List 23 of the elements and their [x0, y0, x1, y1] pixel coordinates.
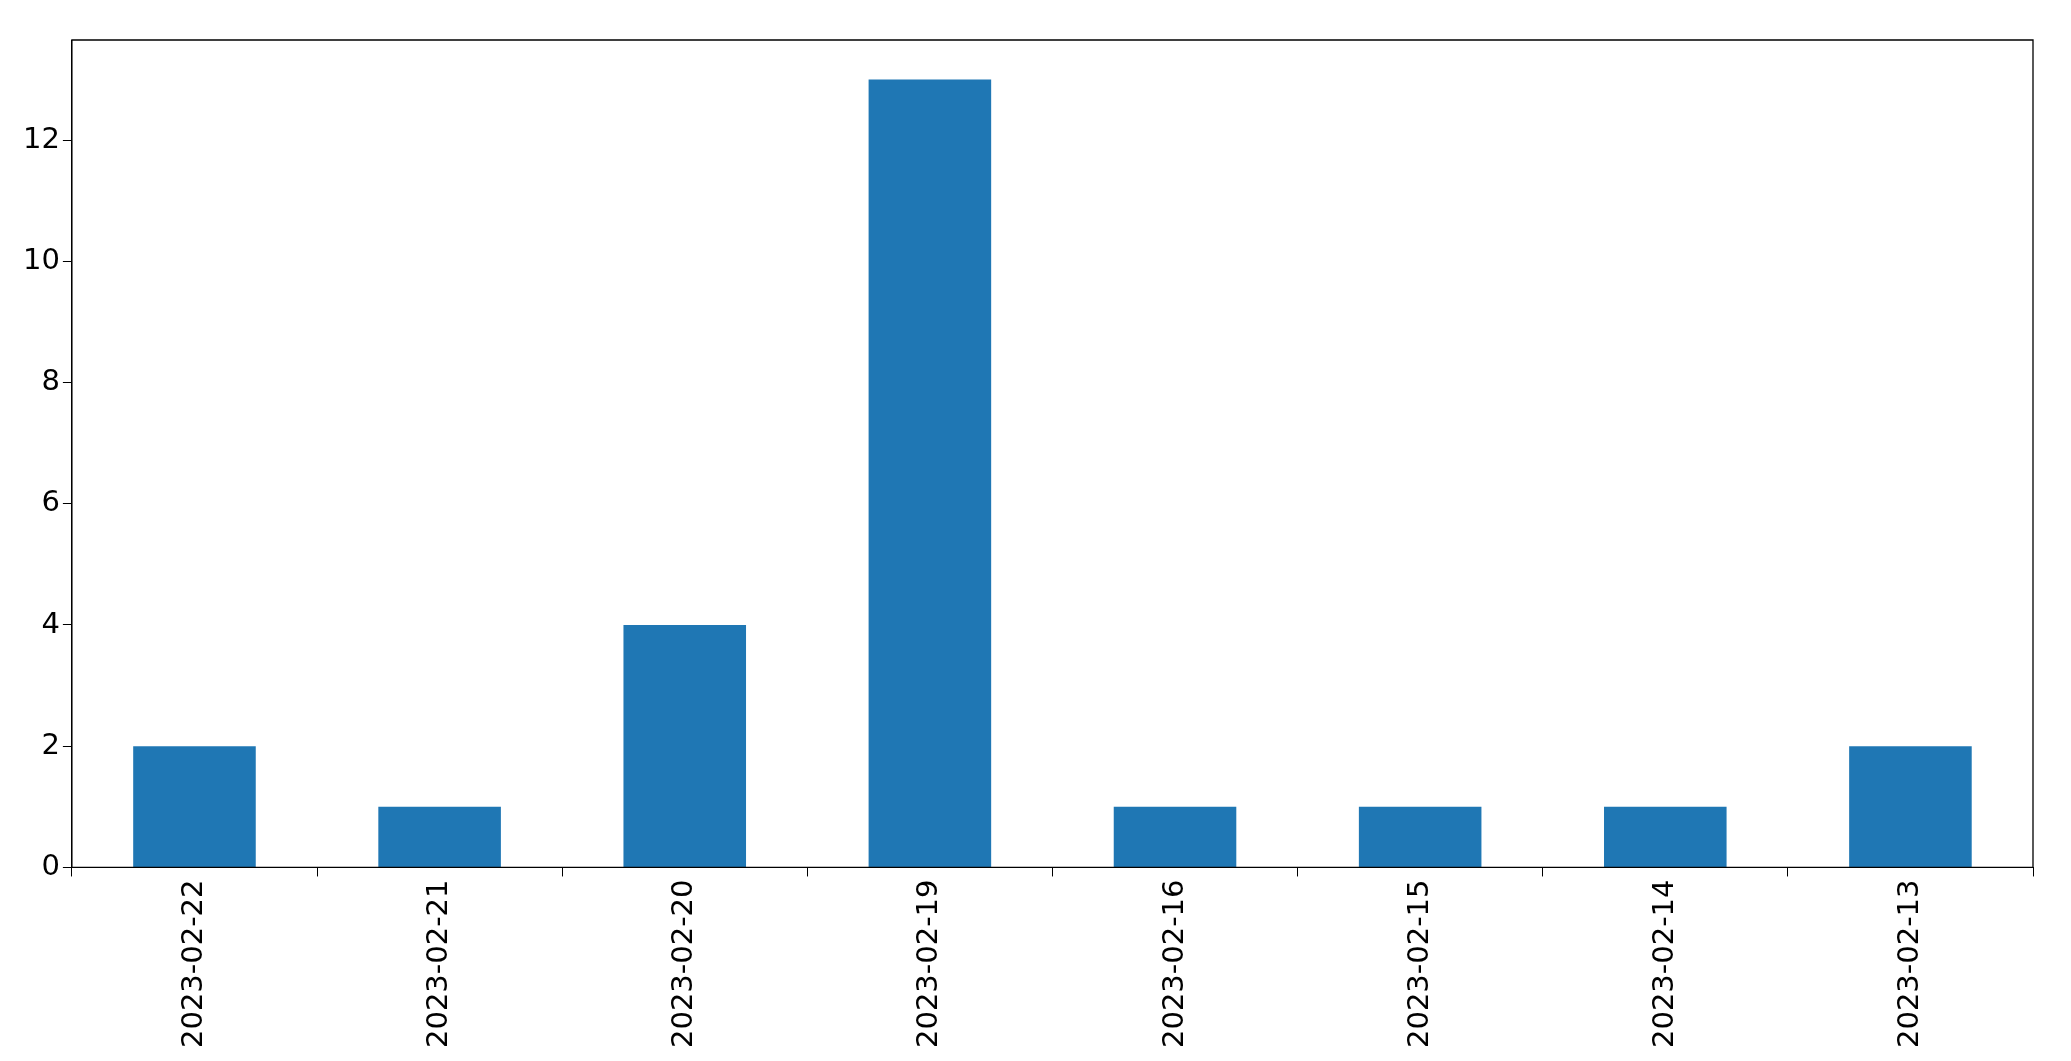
x-tick-label: 2023-02-14: [1645, 879, 1680, 1049]
y-tick-label: 10: [23, 241, 60, 276]
x-tick-label: 2023-02-22: [175, 879, 209, 1049]
bar: [868, 79, 992, 867]
bar: [1604, 806, 1727, 867]
y-tick-label: 12: [23, 120, 60, 155]
y-tick-label: 2: [41, 726, 60, 761]
y-tick-label: 0: [41, 848, 60, 882]
x-tick-label: 2023-02-16: [1155, 879, 1190, 1049]
bar: [1849, 746, 1972, 867]
x-tick-label: 2023-02-20: [665, 879, 700, 1049]
bar: [1113, 806, 1237, 867]
x-tick-label: 2023-02-13: [1890, 879, 1925, 1049]
x-tick-label: 2023-02-15: [1400, 879, 1435, 1049]
y-tick-label: 8: [41, 363, 60, 398]
bar: [623, 624, 747, 867]
bar: [1358, 806, 1482, 867]
bar: [378, 806, 501, 867]
y-tick-label: 6: [41, 484, 60, 519]
bar: [133, 746, 256, 867]
y-tick-label: 4: [41, 605, 60, 640]
x-tick-label: 2023-02-21: [420, 879, 455, 1049]
x-tick-label: 2023-02-19: [910, 879, 945, 1049]
